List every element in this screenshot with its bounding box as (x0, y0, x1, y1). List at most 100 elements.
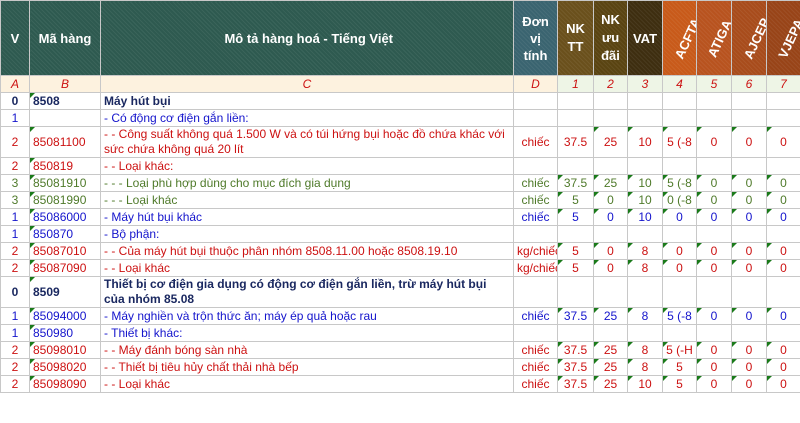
column-letter[interactable]: C (100, 75, 514, 93)
rate-cell[interactable]: 0 (696, 174, 732, 192)
level-cell[interactable]: 2 (0, 375, 30, 393)
rate-cell[interactable]: 5 (-8 (662, 174, 697, 192)
header-nkud[interactable]: NK ưu đãi (593, 0, 628, 76)
column-letter[interactable]: A (0, 75, 30, 93)
column-letter[interactable]: 1 (557, 75, 594, 93)
rate-cell[interactable]: 0 (662, 208, 697, 226)
rate-cell[interactable]: 10 (627, 174, 663, 192)
rate-cell[interactable]: 5 (662, 358, 697, 376)
rate-cell[interactable] (731, 92, 767, 110)
rate-cell[interactable] (627, 225, 663, 243)
description-cell[interactable]: - - Loại khác (100, 259, 514, 277)
header-ajcep[interactable]: AJCEP (731, 0, 767, 76)
description-cell[interactable]: Máy hút bụi (100, 92, 514, 110)
rate-cell[interactable] (696, 157, 732, 175)
code-cell[interactable] (29, 109, 101, 127)
level-cell[interactable]: 1 (0, 208, 30, 226)
unit-cell[interactable] (513, 157, 558, 175)
rate-cell[interactable]: 0 (766, 208, 800, 226)
unit-cell[interactable] (513, 225, 558, 243)
header-vjepa[interactable]: VJEPA (766, 0, 800, 76)
rate-cell[interactable]: 8 (627, 358, 663, 376)
rate-cell[interactable]: 5 (557, 259, 594, 277)
unit-cell[interactable]: chiếc (513, 191, 558, 209)
rate-cell[interactable] (627, 157, 663, 175)
rate-cell[interactable] (662, 276, 697, 308)
rate-cell[interactable]: 0 (731, 341, 767, 359)
rate-cell[interactable]: 0 (766, 358, 800, 376)
rate-cell[interactable] (731, 157, 767, 175)
rate-cell[interactable]: 0 (696, 242, 732, 260)
rate-cell[interactable] (593, 92, 628, 110)
unit-cell[interactable]: chiếc (513, 375, 558, 393)
code-cell[interactable]: 85081990 (29, 191, 101, 209)
rate-cell[interactable] (593, 157, 628, 175)
level-cell[interactable]: 1 (0, 109, 30, 127)
rate-cell[interactable] (766, 225, 800, 243)
rate-cell[interactable]: 10 (627, 375, 663, 393)
unit-cell[interactable]: chiếc (513, 208, 558, 226)
rate-cell[interactable]: 10 (627, 208, 663, 226)
description-cell[interactable]: - - Loại khác: (100, 157, 514, 175)
rate-cell[interactable]: 0 (-8 (662, 191, 697, 209)
level-cell[interactable]: 2 (0, 242, 30, 260)
unit-cell[interactable]: kg/chiếc (513, 242, 558, 260)
column-letter[interactable]: 5 (696, 75, 732, 93)
column-letter[interactable]: D (513, 75, 558, 93)
rate-cell[interactable]: 0 (766, 307, 800, 325)
header-v[interactable]: V (0, 0, 30, 76)
description-cell[interactable]: - Máy nghiền và trộn thức ăn; máy ép quả… (100, 307, 514, 325)
rate-cell[interactable]: 0 (731, 375, 767, 393)
unit-cell[interactable] (513, 276, 558, 308)
rate-cell[interactable]: 5 (662, 375, 697, 393)
level-cell[interactable]: 0 (0, 92, 30, 110)
rate-cell[interactable]: 0 (766, 126, 800, 158)
rate-cell[interactable] (662, 157, 697, 175)
header-acfta[interactable]: ACFTA (662, 0, 697, 76)
rate-cell[interactable]: 0 (766, 174, 800, 192)
rate-cell[interactable] (766, 276, 800, 308)
rate-cell[interactable]: 5 (-8 (662, 126, 697, 158)
rate-cell[interactable]: 25 (593, 358, 628, 376)
rate-cell[interactable] (696, 92, 732, 110)
rate-cell[interactable]: 8 (627, 259, 663, 277)
code-cell[interactable]: 85087010 (29, 242, 101, 260)
rate-cell[interactable] (766, 92, 800, 110)
column-letter[interactable]: 3 (627, 75, 663, 93)
rate-cell[interactable]: 5 (-H (662, 341, 697, 359)
rate-cell[interactable] (662, 92, 697, 110)
rate-cell[interactable] (696, 276, 732, 308)
unit-cell[interactable]: chiếc (513, 358, 558, 376)
rate-cell[interactable]: 0 (731, 126, 767, 158)
column-letter[interactable]: 6 (731, 75, 767, 93)
unit-cell[interactable]: chiếc (513, 126, 558, 158)
rate-cell[interactable] (593, 276, 628, 308)
rate-cell[interactable] (696, 109, 732, 127)
rate-cell[interactable]: 25 (593, 375, 628, 393)
header-code[interactable]: Mã hàng (29, 0, 101, 76)
header-unit[interactable]: Đơn vị tính (513, 0, 558, 76)
rate-cell[interactable] (557, 276, 594, 308)
rate-cell[interactable] (731, 225, 767, 243)
rate-cell[interactable]: 0 (696, 191, 732, 209)
description-cell[interactable]: - - - Loại phù hợp dùng cho mục đích gia… (100, 174, 514, 192)
unit-cell[interactable] (513, 109, 558, 127)
description-cell[interactable]: - Thiết bị khác: (100, 324, 514, 342)
header-desc[interactable]: Mô tả hàng hoá - Tiếng Việt (100, 0, 514, 76)
rate-cell[interactable] (766, 324, 800, 342)
rate-cell[interactable]: 25 (593, 341, 628, 359)
code-cell[interactable]: 850870 (29, 225, 101, 243)
rate-cell[interactable] (557, 109, 594, 127)
code-cell[interactable]: 85081100 (29, 126, 101, 158)
header-atiga[interactable]: ATIGA (696, 0, 732, 76)
level-cell[interactable]: 3 (0, 191, 30, 209)
description-cell[interactable]: - Có động cơ điện gắn liền: (100, 109, 514, 127)
rate-cell[interactable]: 8 (627, 242, 663, 260)
rate-cell[interactable] (627, 92, 663, 110)
rate-cell[interactable]: 25 (593, 174, 628, 192)
rate-cell[interactable]: 0 (766, 191, 800, 209)
description-cell[interactable]: - - Thiết bị tiêu hủy chất thải nhà bếp (100, 358, 514, 376)
code-cell[interactable]: 85081910 (29, 174, 101, 192)
rate-cell[interactable]: 0 (696, 259, 732, 277)
level-cell[interactable]: 1 (0, 324, 30, 342)
